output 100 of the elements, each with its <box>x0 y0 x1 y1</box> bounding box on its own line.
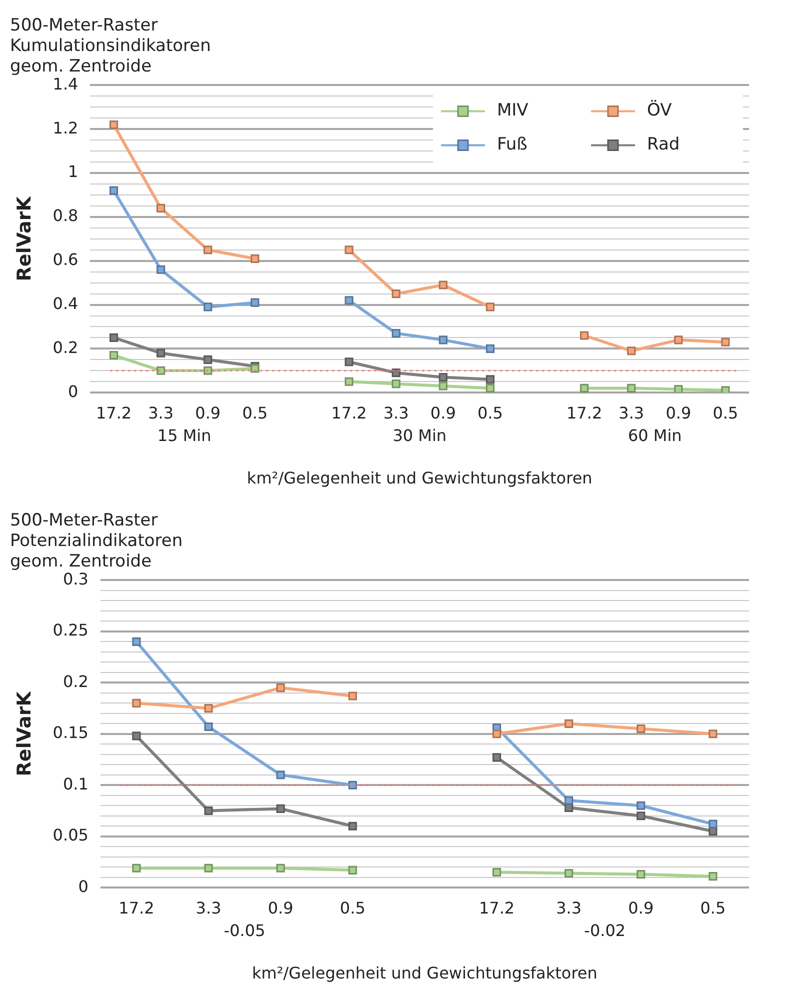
point <box>492 868 502 877</box>
point <box>204 246 212 254</box>
x-tick-label: 3.3 <box>383 403 409 422</box>
point <box>204 355 212 364</box>
x-tick-label: 3.3 <box>618 403 644 422</box>
legend-label: Fuß <box>497 134 528 155</box>
point <box>344 377 354 386</box>
y-tick-label: 0.1 <box>62 774 88 794</box>
x-tick-label: 17.2 <box>331 403 367 422</box>
point <box>204 704 213 713</box>
point <box>156 265 166 274</box>
y-tick-label: 0.8 <box>52 206 78 226</box>
x-tick-label: 0.9 <box>666 403 692 422</box>
point <box>674 385 683 393</box>
point <box>344 246 354 254</box>
point <box>708 872 718 881</box>
point <box>636 801 646 810</box>
point <box>721 386 730 393</box>
point <box>132 698 141 708</box>
point <box>392 329 400 338</box>
y-tick-label: 0 <box>78 876 88 896</box>
point <box>721 338 730 346</box>
x-tick-label: 0.5 <box>242 403 268 422</box>
x-tick-label: 17.2 <box>96 403 132 422</box>
point <box>348 780 357 790</box>
point <box>132 637 141 646</box>
x-tick-label: 3.3 <box>556 898 582 918</box>
point <box>109 186 118 195</box>
point <box>438 280 448 290</box>
y-tick-label: 0.15 <box>52 723 88 742</box>
y-tick-label: 0.05 <box>52 826 88 845</box>
x-tick-label: 3.3 <box>196 898 222 918</box>
point <box>250 364 260 373</box>
point <box>348 692 357 700</box>
x-tick-label: 17.2 <box>478 898 515 918</box>
point <box>486 344 494 353</box>
point <box>492 730 502 738</box>
point <box>636 870 646 879</box>
legend-label: MIV <box>497 100 529 121</box>
point <box>708 730 718 738</box>
point <box>492 753 502 762</box>
point <box>156 204 166 212</box>
x-tick-label: 0.9 <box>430 403 456 422</box>
point <box>109 120 118 130</box>
x-tick-label: 0.9 <box>628 898 654 918</box>
legend-label: ÖV <box>647 100 672 121</box>
y-tick-label: 0 <box>68 382 78 401</box>
point <box>276 804 285 813</box>
text: 15 Min <box>157 426 212 445</box>
point <box>204 302 212 312</box>
point <box>348 866 357 874</box>
point <box>438 372 448 382</box>
x-tick-label: 17.2 <box>118 898 154 918</box>
point <box>627 384 636 392</box>
y-tick-label: 0.25 <box>52 620 88 640</box>
point <box>580 331 589 340</box>
x-tick-label: 0.9 <box>268 898 294 918</box>
y-tick-label: 1.4 <box>52 74 78 94</box>
point <box>109 350 118 360</box>
point <box>276 770 285 780</box>
y-axis-title: RelVarK <box>13 195 36 282</box>
point <box>204 806 213 816</box>
legend-label: Rad <box>647 134 680 155</box>
point <box>132 732 141 740</box>
point <box>438 382 448 390</box>
x-tick-label: 0.9 <box>195 403 221 422</box>
y-tick-label: 0.4 <box>52 294 78 313</box>
point <box>486 302 494 312</box>
x-tick-label: 0.5 <box>700 898 726 918</box>
x-tick-label: 0.5 <box>340 898 366 918</box>
point <box>204 722 213 732</box>
x-tick-label: 0.5 <box>712 403 738 422</box>
point <box>132 864 141 872</box>
point <box>276 864 285 872</box>
chart-title: 500-Meter-Raster Kumulationsindikatoren geom. Zentroide <box>10 16 211 76</box>
point <box>109 333 118 342</box>
point <box>564 868 574 878</box>
point <box>348 822 357 830</box>
text: 30 Min <box>392 426 447 445</box>
text: 60 Min <box>628 426 682 445</box>
point <box>564 796 574 805</box>
point <box>204 366 212 375</box>
y-tick-label: 1 <box>68 162 78 182</box>
point <box>636 724 646 734</box>
point <box>486 375 494 384</box>
chart-title: 500-Meter-Raster Potenzialindikatoren geom. Zentroide <box>10 510 183 572</box>
point <box>276 684 285 692</box>
point <box>156 366 166 375</box>
point <box>674 336 683 344</box>
y-tick-label: 0.2 <box>52 338 78 357</box>
point <box>580 384 589 392</box>
text: -0.02 <box>584 920 626 940</box>
point <box>250 254 260 263</box>
point <box>344 296 354 305</box>
x-tick-label: 3.3 <box>148 403 174 422</box>
x-tick-label: 0.5 <box>477 403 503 422</box>
x-axis-title: km²/Gelegenheit und Gewichtungsfaktoren <box>252 964 598 983</box>
y-tick-label: 1.2 <box>52 118 78 138</box>
point <box>708 820 718 828</box>
y-tick-label: 0.2 <box>62 672 88 691</box>
